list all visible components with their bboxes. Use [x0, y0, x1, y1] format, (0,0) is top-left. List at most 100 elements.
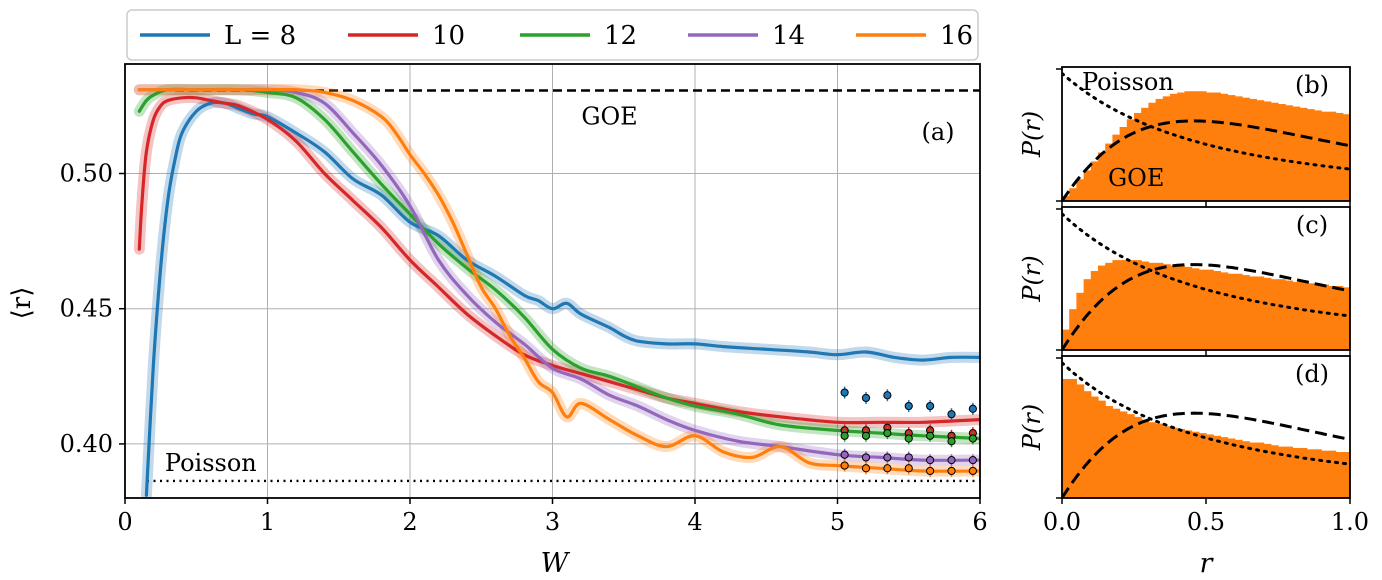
histogram-bar — [1278, 104, 1286, 201]
histogram-bar — [1213, 435, 1221, 498]
histogram-bar — [1198, 269, 1207, 350]
data-point — [904, 434, 913, 443]
histogram-bar — [1227, 273, 1236, 350]
histogram-bar — [1177, 429, 1185, 498]
y-axis-label-c: P(r) — [1018, 255, 1046, 302]
legend-label: 10 — [432, 21, 465, 51]
panel-c: P(r) (c) — [1018, 206, 1351, 356]
data-point — [926, 456, 935, 465]
histogram-bar — [1278, 446, 1286, 498]
y-axis-label: ⟨r⟩ — [7, 287, 37, 320]
histogram-bar — [1328, 111, 1337, 201]
y-tick-label: 0.40 — [60, 430, 113, 458]
histogram-bar — [1234, 96, 1243, 201]
goe-curve — [1062, 119, 1350, 201]
x-tick-label: 2 — [402, 508, 417, 536]
histogram-bar — [1242, 275, 1250, 350]
histogram-bar — [1191, 91, 1200, 201]
histogram-bar — [1227, 95, 1236, 201]
histogram-area-b — [1062, 71, 1350, 201]
histogram-bar — [1263, 443, 1272, 498]
series-line-16 — [137, 87, 980, 473]
histogram-bar — [1249, 442, 1257, 498]
data-point — [947, 410, 956, 419]
series-line-L8 — [144, 100, 980, 497]
histogram-bar — [1306, 449, 1315, 498]
histogram-bar — [1126, 119, 1135, 201]
histogram-bar — [1342, 452, 1350, 498]
histogram-bar — [1314, 110, 1322, 201]
histogram-bar — [1285, 280, 1293, 350]
histogram-bar — [1220, 93, 1229, 201]
histogram-bar — [1321, 284, 1329, 350]
goe-annotation: GOE — [1108, 164, 1164, 192]
histogram-bar — [1285, 446, 1293, 498]
histogram-bar — [1270, 279, 1279, 350]
histogram-bar — [1184, 266, 1193, 350]
histogram-bar — [1069, 378, 1077, 498]
histogram-bar — [1335, 112, 1344, 201]
data-point — [840, 461, 849, 470]
histogram-bar — [1206, 269, 1214, 350]
histogram-bar — [1162, 96, 1171, 201]
poisson-label: Poisson — [165, 449, 257, 477]
data-point — [904, 401, 913, 411]
histogram-bar — [1141, 261, 1149, 350]
histogram-bar — [1112, 260, 1121, 350]
x-tick-label: 0 — [117, 508, 132, 536]
histogram-bar — [1306, 283, 1315, 350]
goe-curve — [1062, 263, 1350, 350]
data-point — [947, 437, 956, 446]
histogram-bar — [1263, 101, 1272, 201]
data-point — [947, 466, 956, 476]
histogram-bar — [1112, 134, 1121, 201]
data-point — [904, 453, 913, 462]
histogram-area-c — [1062, 212, 1350, 350]
histogram-bar — [1256, 100, 1265, 201]
histogram-bar — [1191, 268, 1200, 350]
histogram-bar — [1134, 112, 1142, 201]
data-point — [840, 388, 849, 397]
histogram-bar — [1155, 423, 1164, 498]
histogram-bar — [1098, 152, 1106, 201]
histogram-bar — [1076, 292, 1085, 350]
histogram-bar — [1148, 422, 1157, 498]
data-point — [861, 464, 871, 473]
histogram-bar — [1148, 262, 1157, 350]
histogram-bar — [1306, 109, 1315, 201]
histogram-bar — [1177, 92, 1185, 201]
legend-label: L = 8 — [224, 21, 296, 51]
histogram-bar — [1141, 419, 1149, 498]
histogram-bar — [1278, 279, 1286, 350]
histogram-bar — [1249, 276, 1257, 350]
series-line-10 — [137, 95, 980, 425]
x-tick-label: 6 — [972, 508, 987, 536]
data-point — [883, 429, 892, 438]
legend: L = 8 10 12 14 16 — [126, 9, 979, 61]
histogram-bar — [1220, 272, 1229, 350]
x-axis-label: W — [541, 548, 571, 579]
data-point — [840, 450, 849, 459]
histogram-bar — [1292, 106, 1301, 201]
histogram-bar — [1148, 102, 1157, 201]
histogram-bar — [1083, 391, 1092, 498]
histogram-bar — [1170, 265, 1178, 350]
histogram-bar — [1177, 265, 1185, 350]
histogram-bar — [1141, 107, 1149, 201]
y-axis-label-d: P(r) — [1018, 404, 1046, 451]
histogram-bar — [1083, 170, 1092, 201]
histogram-bar — [1119, 126, 1128, 201]
series-lines — [133, 83, 980, 498]
histogram-bar — [1242, 441, 1250, 498]
panel-label-d: (d) — [1295, 360, 1329, 388]
panel-b: P(r) (b) Poisson GOE — [1018, 66, 1351, 207]
histogram-bar — [1299, 281, 1308, 350]
histogram-bar — [1069, 188, 1077, 201]
data-point — [883, 453, 892, 462]
histogram-bar — [1198, 91, 1207, 201]
histogram-bar — [1170, 427, 1178, 498]
histogram-bar — [1227, 438, 1236, 498]
panel-label-b: (b) — [1295, 71, 1329, 99]
histogram-bar — [1328, 450, 1337, 498]
